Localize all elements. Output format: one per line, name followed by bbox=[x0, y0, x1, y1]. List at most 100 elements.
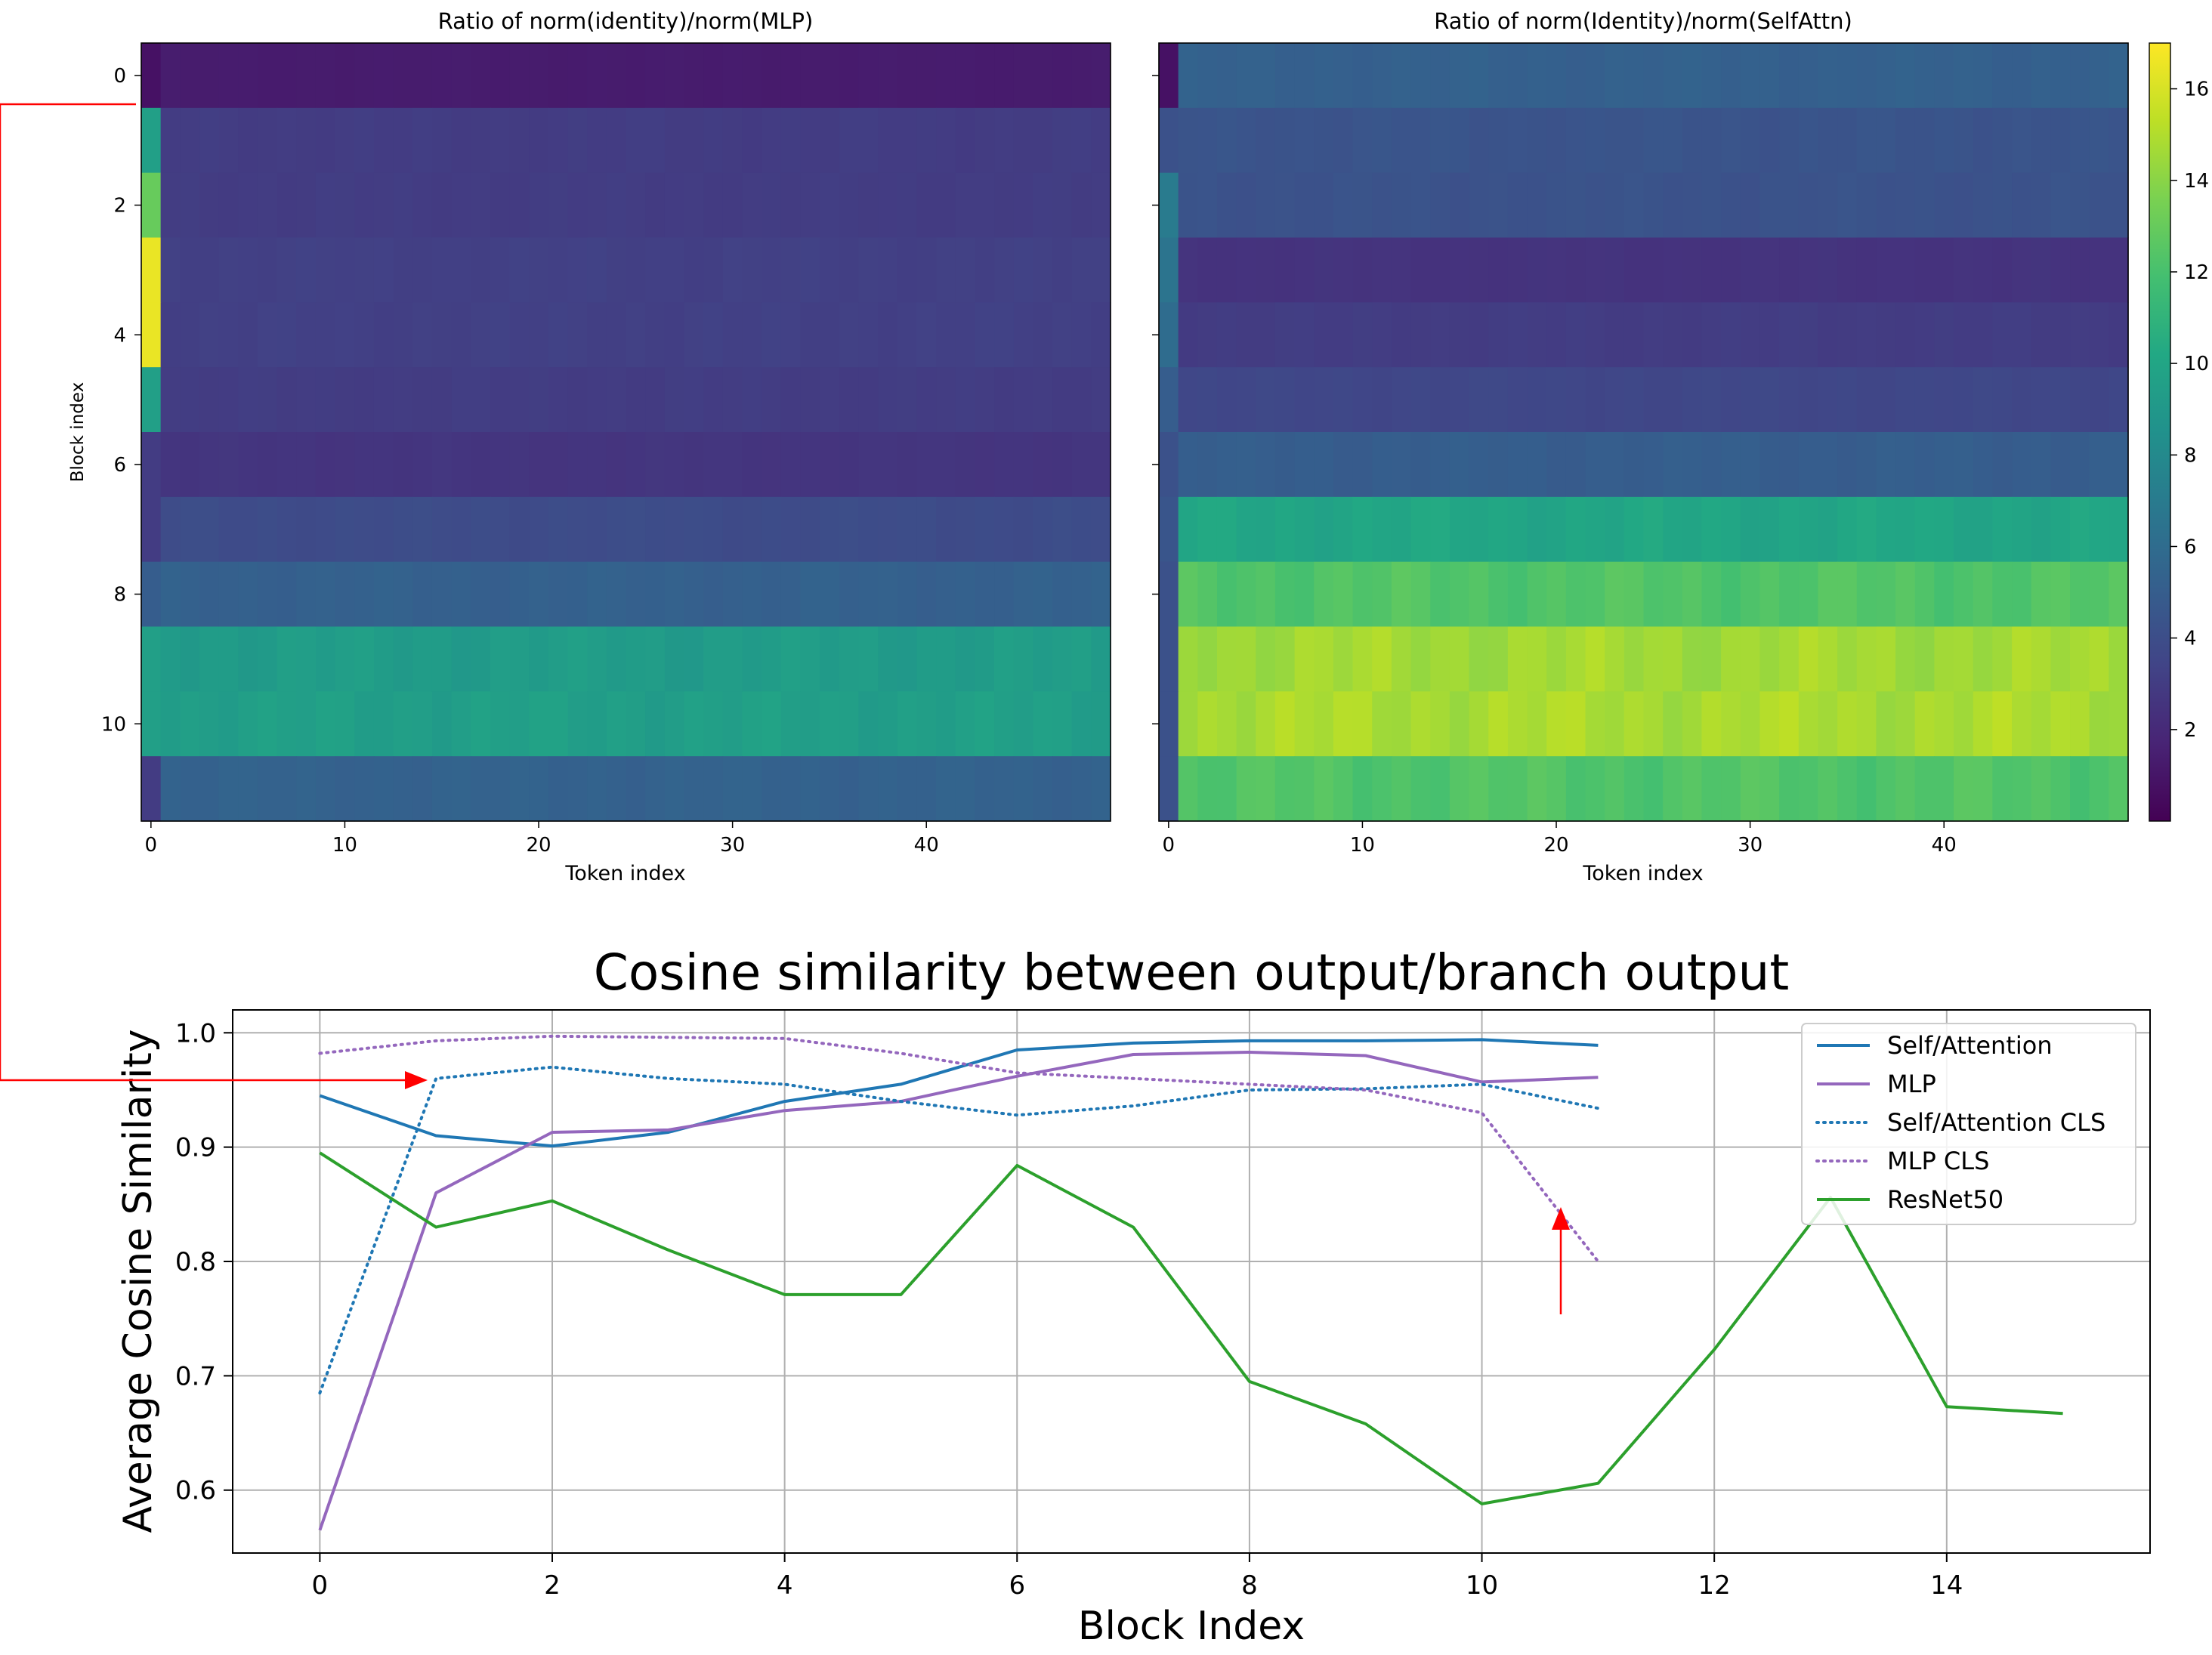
heatmap-cell bbox=[393, 302, 413, 368]
heatmap-cell bbox=[529, 756, 549, 822]
heatmap-cell bbox=[1178, 561, 1198, 628]
heatmap-cell bbox=[1585, 237, 1605, 303]
heatmap-cell bbox=[1488, 43, 1509, 109]
heatmap-cell bbox=[1507, 432, 1528, 498]
heatmap-cell bbox=[1488, 237, 1509, 303]
heatmap-cell bbox=[218, 367, 239, 433]
heatmap-cell bbox=[451, 237, 471, 303]
heatmap-cell bbox=[529, 302, 549, 368]
heatmap-cell bbox=[1274, 432, 1296, 498]
heatmap-cell bbox=[1992, 237, 2013, 303]
heatmap-cell bbox=[1333, 691, 1354, 757]
heatmap-cell bbox=[2031, 691, 2051, 757]
heatmap-cell bbox=[1837, 172, 1858, 239]
heatmap-cell bbox=[1585, 691, 1605, 757]
heatmap-cell bbox=[1682, 561, 1703, 628]
heatmap-cell bbox=[762, 561, 782, 628]
heatmap-cell bbox=[238, 237, 258, 303]
heatmap-cell bbox=[2012, 237, 2032, 303]
heatmap-cell bbox=[762, 626, 782, 692]
heatmap-cell bbox=[587, 432, 607, 498]
heatmap-cell bbox=[315, 496, 336, 563]
heatmap-cell bbox=[1178, 756, 1198, 822]
heatmap-cell bbox=[587, 237, 607, 303]
heatmap-cell bbox=[529, 432, 549, 498]
heatmap-cell bbox=[1159, 432, 1179, 498]
heatmap-cell bbox=[1314, 626, 1334, 692]
heatmap-cell bbox=[141, 561, 162, 628]
heatmap-cell bbox=[315, 432, 336, 498]
heatmap-cell bbox=[1643, 172, 1664, 239]
heatmap-cell bbox=[897, 432, 917, 498]
heatmap-cell bbox=[994, 561, 1015, 628]
heatmap-cell bbox=[257, 107, 278, 174]
heatmap-cell bbox=[800, 367, 820, 433]
heatmap-cell bbox=[393, 496, 413, 563]
heatmap-cell bbox=[1352, 496, 1373, 563]
heatmap-cell bbox=[1352, 302, 1373, 368]
heatmap-cell bbox=[1623, 756, 1645, 822]
heatmap-cell bbox=[1410, 496, 1431, 563]
heatmap-cell bbox=[1973, 367, 1993, 433]
colorbar-tick-label: 16 bbox=[2184, 79, 2209, 101]
heatmap-cell bbox=[916, 172, 937, 239]
heatmap-cell bbox=[1052, 107, 1073, 174]
heatmap-cell bbox=[1934, 237, 1954, 303]
mlp-cls-drop-arrowhead bbox=[1552, 1207, 1570, 1230]
heatmap-cell bbox=[626, 756, 646, 822]
heatmap-cell bbox=[664, 43, 685, 109]
mlp-heatmap-ylabel: Block index bbox=[68, 382, 88, 482]
heatmap-cell bbox=[548, 561, 569, 628]
heatmap-cell bbox=[1507, 172, 1528, 239]
heatmap-cell bbox=[587, 496, 607, 563]
heatmap-cell bbox=[780, 367, 802, 433]
heatmap-cell bbox=[2089, 691, 2109, 757]
x-tick-label: 20 bbox=[1543, 834, 1568, 857]
heatmap-cell bbox=[1798, 756, 1819, 822]
heatmap-cell bbox=[722, 756, 743, 822]
heatmap-cell bbox=[1178, 367, 1198, 433]
heatmap-cell bbox=[762, 237, 782, 303]
heatmap-cell bbox=[684, 756, 704, 822]
heatmap-cell bbox=[1818, 43, 1838, 109]
heatmap-cell bbox=[1071, 756, 1092, 822]
heatmap-cell bbox=[1759, 432, 1780, 498]
heatmap-cell bbox=[2012, 302, 2032, 368]
heatmap-cell bbox=[354, 172, 375, 239]
heatmap-cell bbox=[1546, 432, 1567, 498]
heatmap-cell bbox=[703, 107, 724, 174]
heatmap-cell bbox=[1197, 691, 1218, 757]
heatmap-cell bbox=[839, 496, 860, 563]
heatmap-cell bbox=[2070, 172, 2090, 239]
heatmap-cell bbox=[1488, 367, 1509, 433]
heatmap-cell bbox=[994, 626, 1015, 692]
heatmap-cell bbox=[780, 691, 802, 757]
heatmap-cell bbox=[1333, 107, 1354, 174]
heatmap-cell bbox=[1798, 691, 1819, 757]
heatmap-cell bbox=[1391, 107, 1412, 174]
heatmap-cell bbox=[1740, 172, 1761, 239]
heatmap-cell bbox=[1236, 367, 1256, 433]
heatmap-cell bbox=[1605, 756, 1625, 822]
x-tick-label: 30 bbox=[720, 834, 745, 857]
heatmap-cell bbox=[1488, 172, 1509, 239]
heatmap-cell bbox=[1818, 691, 1838, 757]
heatmap-cell bbox=[1643, 43, 1664, 109]
heatmap-cell bbox=[2070, 237, 2090, 303]
heatmap-cell bbox=[1052, 496, 1073, 563]
heatmap-cell bbox=[1643, 561, 1664, 628]
heatmap-cell bbox=[722, 237, 743, 303]
heatmap-cell bbox=[218, 107, 239, 174]
series-line-resnet50 bbox=[319, 1151, 2063, 1505]
heatmap-cell bbox=[2031, 626, 2051, 692]
heatmap-cell bbox=[431, 432, 453, 498]
heatmap-cell bbox=[393, 756, 413, 822]
heatmap-cell bbox=[1759, 367, 1780, 433]
heatmap-cell bbox=[1973, 107, 1993, 174]
selfattn-heatmap-title: Ratio of norm(Identity)/norm(SelfAttn) bbox=[1434, 8, 1852, 34]
heatmap-cell bbox=[1623, 561, 1645, 628]
heatmap-cell bbox=[1992, 107, 2013, 174]
heatmap-cell bbox=[839, 107, 860, 174]
heatmap-cell bbox=[897, 237, 917, 303]
heatmap-cell bbox=[276, 367, 297, 433]
